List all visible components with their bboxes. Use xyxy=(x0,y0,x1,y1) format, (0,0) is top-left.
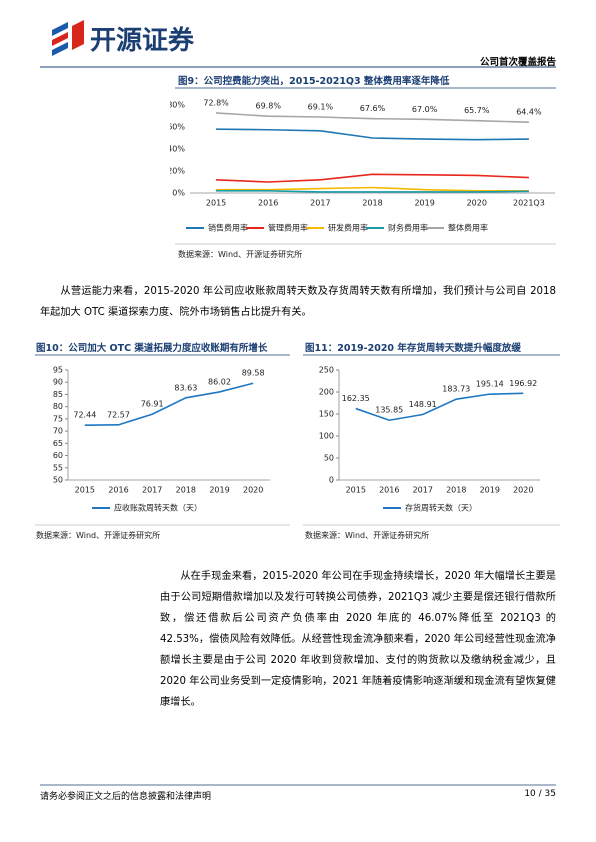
y-tick-label: 55 xyxy=(53,463,63,472)
source: 数据来源：Wind、开源证券研究所 xyxy=(305,531,430,540)
disclaimer: 请务必参阅正文之后的信息披露和法律声明 xyxy=(40,792,212,802)
series-line xyxy=(355,392,524,422)
data-label: 83.63 xyxy=(174,383,197,392)
y-tick-label: 100 xyxy=(319,432,334,441)
x-tick-label: 2015 xyxy=(75,486,95,495)
x-tick-label: 2016 xyxy=(108,486,128,495)
figure-title: 图11：2019-2020 年存货周转天数提升幅度放缓 xyxy=(305,343,521,354)
series-line xyxy=(216,173,529,183)
data-label: 65.7% xyxy=(464,106,490,115)
y-tick-label: 150 xyxy=(319,410,334,419)
x-tick-label: 2017 xyxy=(310,199,330,208)
y-tick-label: 50 xyxy=(53,476,63,485)
x-tick-label: 2017 xyxy=(142,486,162,495)
x-tick-label: 2018 xyxy=(176,486,196,495)
legend-label: 管理费用率 xyxy=(268,223,308,233)
data-label: 196.92 xyxy=(509,379,537,388)
x-tick-label: 2020 xyxy=(513,486,533,495)
y-tick-label: 0% xyxy=(172,189,185,198)
x-tick-label: 2018 xyxy=(446,486,466,495)
y-tick-label: 75 xyxy=(53,414,63,423)
source: 数据来源：Wind、开源证券研究所 xyxy=(36,531,161,540)
legend-label: 整体费用率 xyxy=(448,223,488,233)
legend-label: 研发费用率 xyxy=(328,223,368,233)
y-tick-label: 90 xyxy=(53,378,63,387)
data-label: 72.8% xyxy=(203,98,229,107)
x-tick-label: 2016 xyxy=(258,199,278,208)
chart: 0 50 100 150 200 250 2015 2016 2017 2018 2019 2020 1… xyxy=(319,366,540,513)
data-label: 195.14 xyxy=(476,380,504,389)
data-label: 135.85 xyxy=(375,406,403,415)
legend-label: 存货周转天数（天） xyxy=(405,503,477,513)
data-label: 89.58 xyxy=(242,369,265,378)
legend-label: 销售费用率 xyxy=(208,223,248,233)
report-type: 公司首次覆盖报告 xyxy=(479,57,556,68)
data-label: 183.73 xyxy=(442,385,470,394)
x-tick-label: 2019 xyxy=(480,486,500,495)
data-label: 67.0% xyxy=(412,105,438,114)
chart: 0% 20% 40% 60% 80% 2015 2016 2017 2018 2019 2020 20… xyxy=(170,98,555,233)
y-tick-label: 50 xyxy=(324,454,334,463)
x-tick-label: 2019 xyxy=(209,486,229,495)
data-label: 86.02 xyxy=(208,377,231,386)
data-label: 69.1% xyxy=(308,102,334,111)
y-tick-label: 40% xyxy=(170,145,185,154)
y-tick-label: 95 xyxy=(53,366,63,375)
brand: 开源证券 xyxy=(90,26,195,56)
paragraph: 从营运能力来看，2015-2020 年公司应收账款周转天数及存货周转天数有所增加… xyxy=(40,286,556,318)
x-tick-label: 2015 xyxy=(206,199,226,208)
data-label: 69.8% xyxy=(256,102,282,111)
x-tick-label: 2017 xyxy=(413,486,433,495)
y-tick-label: 85 xyxy=(53,390,63,399)
y-tick-label: 70 xyxy=(53,427,63,436)
y-tick-label: 60 xyxy=(53,451,63,460)
logo-icon xyxy=(52,20,84,56)
y-tick-label: 250 xyxy=(319,366,334,375)
y-tick-label: 20% xyxy=(170,167,185,176)
data-label: 148.91 xyxy=(409,400,437,409)
legend-label: 应收账款周转天数（天） xyxy=(114,503,202,513)
paragraph: 从在手现金来看，2015-2020 年公司在手现金持续增长，2020 年大幅增长… xyxy=(160,571,556,708)
series-line xyxy=(216,112,529,123)
y-tick-label: 0 xyxy=(329,476,334,485)
x-tick-label: 2021Q3 xyxy=(513,199,545,208)
chart: 50 55 60 65 70 75 80 85 90 95 2015 2016 2017 2018 2019… xyxy=(53,366,270,513)
data-label: 162.35 xyxy=(342,394,370,403)
y-tick-label: 65 xyxy=(53,439,63,448)
y-tick-label: 60% xyxy=(170,123,185,132)
x-tick-label: 2020 xyxy=(467,199,487,208)
y-tick-label: 200 xyxy=(319,388,334,397)
series-line xyxy=(216,190,529,193)
series-line xyxy=(216,186,529,192)
figure-title: 图9：公司控费能力突出，2015-2021Q3 整体费用率逐年降低 xyxy=(178,76,450,87)
x-tick-label: 2015 xyxy=(346,486,366,495)
data-label: 72.44 xyxy=(73,411,96,420)
source: 数据来源：Wind、开源证券研究所 xyxy=(178,250,303,259)
data-label: 72.57 xyxy=(107,410,130,419)
data-label: 67.6% xyxy=(360,104,386,113)
y-tick-label: 80 xyxy=(53,402,63,411)
y-tick-label: 80% xyxy=(170,101,185,110)
legend-label: 财务费用率 xyxy=(388,223,428,233)
x-tick-label: 2019 xyxy=(414,199,434,208)
figure-title: 图10：公司加大 OTC 渠道拓展力度应收账期有所增长 xyxy=(36,343,268,354)
data-label: 64.4% xyxy=(516,108,542,117)
data-label: 76.91 xyxy=(141,400,164,409)
series-line xyxy=(216,128,529,141)
series-line xyxy=(84,382,254,426)
x-tick-label: 2016 xyxy=(379,486,399,495)
x-tick-label: 2020 xyxy=(243,486,263,495)
page-number: 10 / 35 xyxy=(524,789,556,799)
x-tick-label: 2018 xyxy=(362,199,382,208)
